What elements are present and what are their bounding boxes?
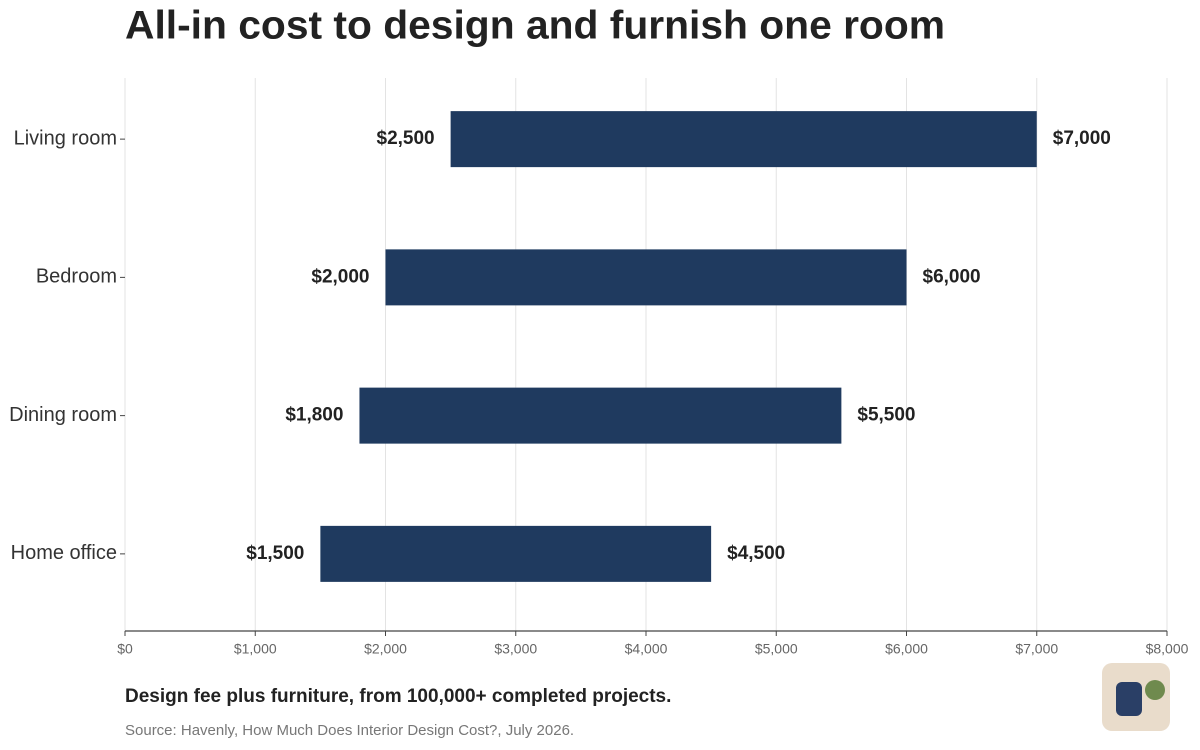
x-tick-label: $6,000 (885, 641, 928, 657)
bar (450, 111, 1037, 168)
x-tick-label: $8,000 (1146, 641, 1189, 657)
x-tick-label: $1,000 (234, 641, 277, 657)
chart-title: All-in cost to design and furnish one ro… (125, 4, 945, 48)
value-label: $1,800 (285, 405, 343, 426)
value-label: $1,500 (246, 543, 304, 564)
value-label: $2,500 (377, 128, 435, 149)
value-label: $4,500 (727, 543, 785, 564)
bar (359, 387, 842, 444)
x-tick-label: $3,000 (494, 641, 537, 657)
chart-subtitle: Design fee plus furniture, from 100,000+… (125, 686, 671, 707)
x-tick-label: $4,000 (625, 641, 668, 657)
value-label: $6,000 (923, 266, 981, 287)
logo-icon (1102, 663, 1170, 731)
x-tick-label: $0 (117, 641, 133, 657)
y-tick-label: Bedroom (36, 266, 117, 288)
y-tick-label: Dining room (9, 404, 117, 426)
value-label: $2,000 (311, 266, 369, 287)
bar (320, 525, 712, 582)
value-label: $5,500 (857, 405, 915, 426)
y-tick-label: Home office (11, 542, 117, 564)
source-note: Source: Havenly, How Much Does Interior … (125, 722, 574, 739)
y-tick-label: Living room (14, 127, 117, 149)
x-tick-label: $7,000 (1015, 641, 1058, 657)
value-label: $7,000 (1053, 128, 1111, 149)
bar (385, 249, 907, 306)
x-tick-label: $5,000 (755, 641, 798, 657)
x-tick-label: $2,000 (364, 641, 407, 657)
